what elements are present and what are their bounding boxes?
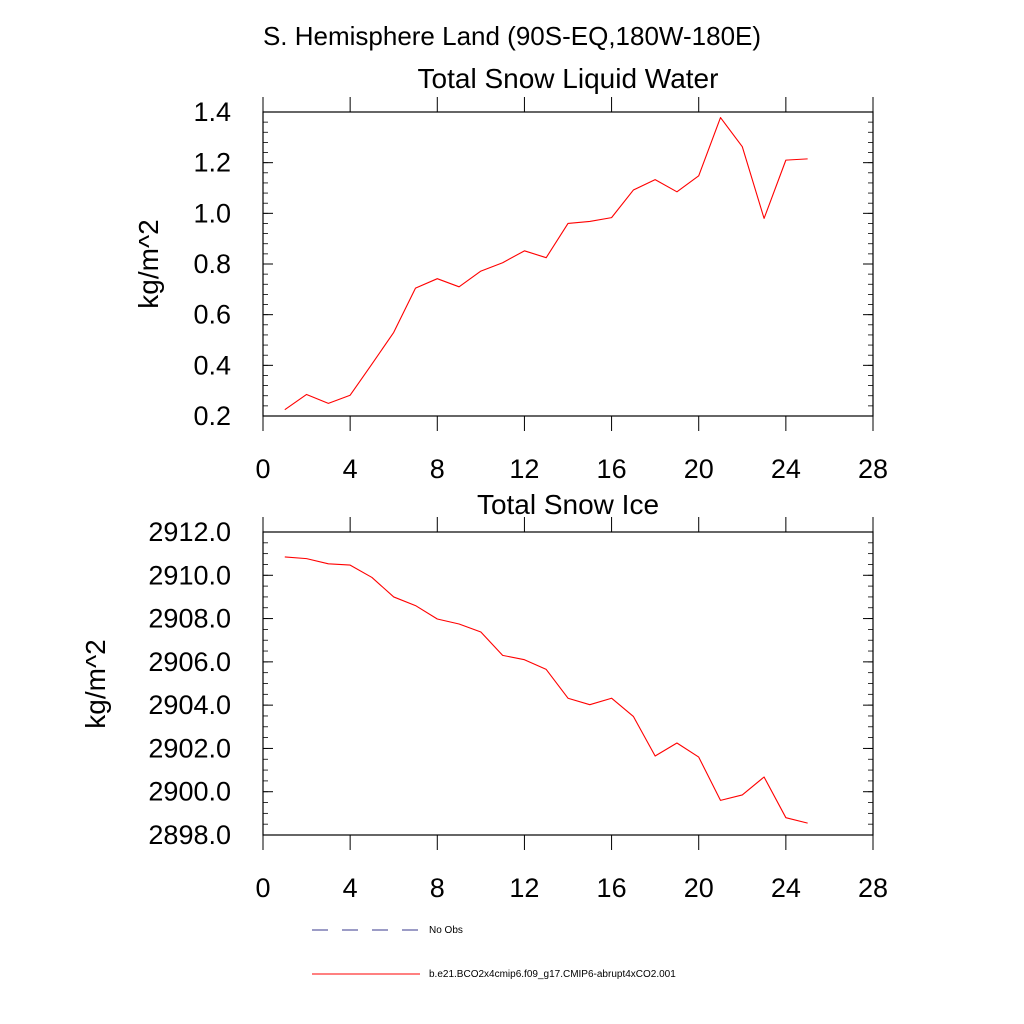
x-tick-label: 4 <box>343 454 358 484</box>
y-tick-label: 1.0 <box>193 198 231 228</box>
x-tick-label: 12 <box>509 454 539 484</box>
chart-panel-snow-ice: Total Snow Ice kg/m^2 0 4 8 12 16 20 24 28 2898.… <box>80 489 888 903</box>
y-tick-label: 2912.0 <box>148 517 231 547</box>
y-tick-label: 2908.0 <box>148 604 231 634</box>
y-tick-label: 2900.0 <box>148 777 231 807</box>
x-tick-label: 20 <box>684 873 714 903</box>
x-tick-label: 28 <box>858 454 888 484</box>
chart-panel-liquid-water: Total Snow Liquid Water kg/m^2 0 4 8 12 16 20… <box>133 63 888 484</box>
x-tick-label: 8 <box>430 873 445 903</box>
chart-title: Total Snow Liquid Water <box>418 63 719 94</box>
y-tick-label: 2910.0 <box>148 560 231 590</box>
x-tick-label: 0 <box>255 454 270 484</box>
y-tick-label: 0.6 <box>193 300 231 330</box>
x-tick-label: 8 <box>430 454 445 484</box>
y-tick-label: 1.4 <box>193 97 231 127</box>
y-tick-label: 0.8 <box>193 249 231 279</box>
y-tick-label: 0.4 <box>193 350 231 380</box>
y-tick-label: 2898.0 <box>148 820 231 850</box>
chart-title: Total Snow Ice <box>477 489 659 520</box>
x-tick-label: 24 <box>771 873 801 903</box>
y-tick-label: 2902.0 <box>148 733 231 763</box>
plot-frame <box>262 111 874 417</box>
series-line <box>284 117 808 411</box>
legend: No Obs b.e21.BCO2x4cmip6.f09_g17.CMIP6-a… <box>312 925 676 980</box>
x-tick-label: 20 <box>684 454 714 484</box>
y-axis-label: kg/m^2 <box>133 219 164 308</box>
y-axis-label: kg/m^2 <box>80 639 111 728</box>
figure-suptitle: S. Hemisphere Land (90S-EQ,180W-180E) <box>263 21 761 51</box>
y-tick-label: 2906.0 <box>148 647 231 677</box>
series-line <box>284 556 808 824</box>
legend-label-no-obs: No Obs <box>429 925 463 936</box>
x-tick-label: 12 <box>509 873 539 903</box>
plot-frame <box>262 531 874 836</box>
x-tick-label: 0 <box>255 873 270 903</box>
y-tick-label: 1.2 <box>193 148 231 178</box>
x-tick-label: 4 <box>343 873 358 903</box>
y-tick-label: 0.2 <box>193 401 231 431</box>
x-tick-label: 16 <box>597 454 627 484</box>
x-tick-label: 24 <box>771 454 801 484</box>
y-tick-label: 2904.0 <box>148 690 231 720</box>
legend-label-model: b.e21.BCO2x4cmip6.f09_g17.CMIP6-abrupt4x… <box>429 969 676 980</box>
x-tick-label: 16 <box>597 873 627 903</box>
x-tick-label: 28 <box>858 873 888 903</box>
